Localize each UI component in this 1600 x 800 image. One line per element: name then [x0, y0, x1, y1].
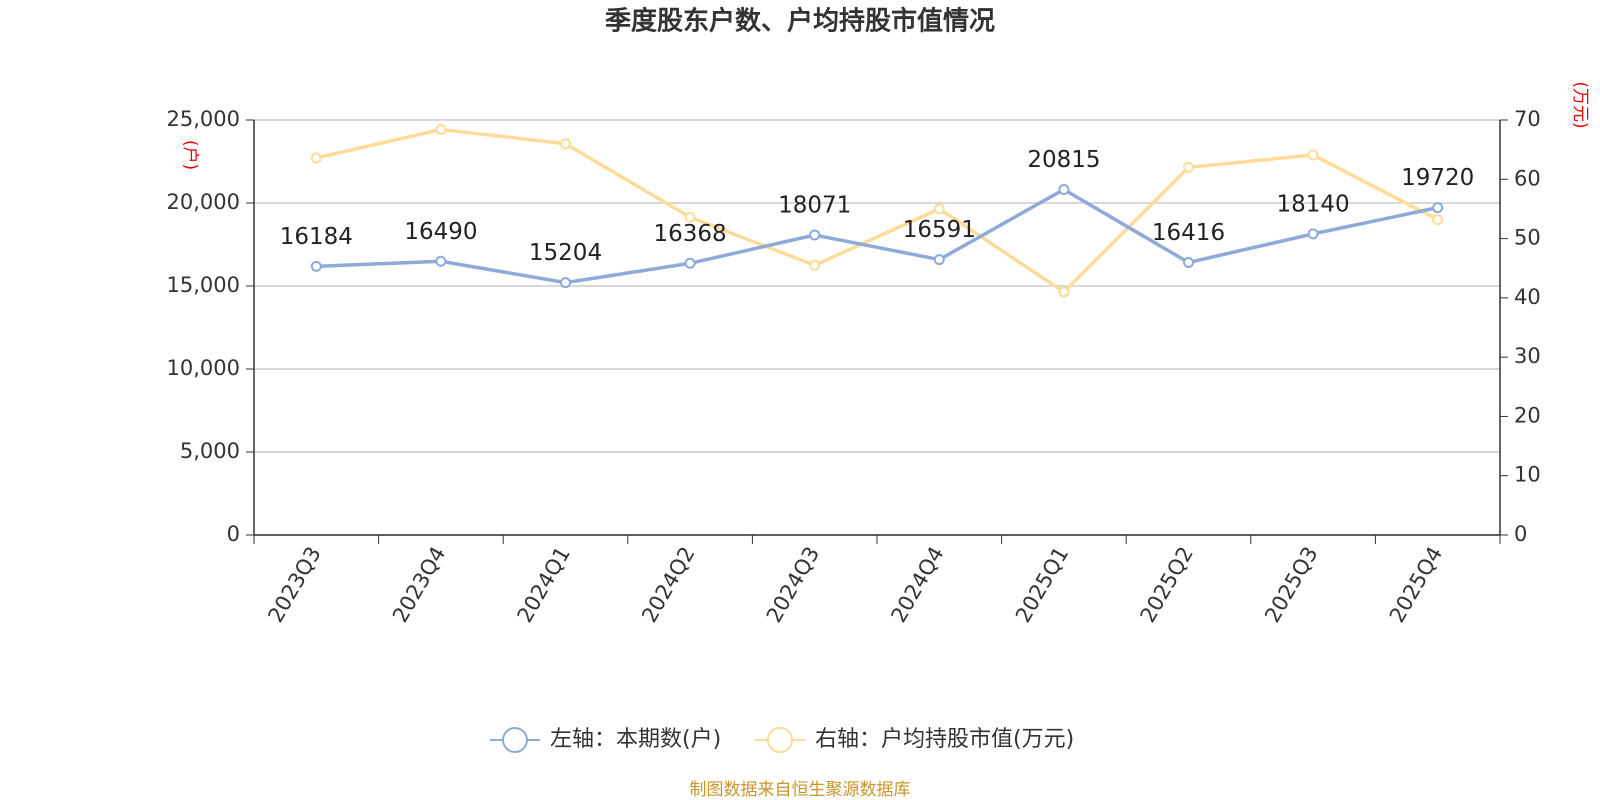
y2-tick-label: 30 — [1514, 344, 1541, 368]
y-axis-label: (户) — [180, 140, 200, 170]
legend-marker — [502, 727, 528, 753]
data-label: 16591 — [903, 217, 976, 243]
data-point — [310, 152, 322, 164]
data-point — [435, 123, 447, 135]
legend-marker — [767, 727, 793, 753]
y-tick-label: 15,000 — [167, 273, 240, 297]
y2-tick-label: 60 — [1514, 166, 1541, 190]
data-label: 16184 — [280, 224, 353, 250]
y-tick-label: 5,000 — [180, 439, 240, 463]
data-point — [933, 203, 945, 215]
data-label: 16416 — [1152, 220, 1225, 246]
data-point — [1183, 256, 1194, 268]
data-point — [684, 211, 696, 223]
y-tick-label: 25,000 — [167, 107, 240, 131]
y2-tick-label: 40 — [1514, 285, 1541, 309]
y-tick-label: 10,000 — [167, 356, 240, 380]
y2-tick-label: 70 — [1514, 107, 1541, 131]
data-label: 18071 — [778, 193, 851, 219]
data-point — [809, 229, 821, 241]
data-label: 18140 — [1277, 191, 1350, 217]
x-tick-label: 2024Q3 — [762, 543, 824, 627]
data-label: 16490 — [404, 219, 477, 245]
y-tick-label: 0 — [227, 522, 240, 546]
data-point — [560, 138, 571, 150]
data-point — [1183, 161, 1194, 173]
data-label: 19720 — [1401, 165, 1474, 191]
series-line — [316, 187, 1439, 285]
x-tick-label: 2025Q3 — [1260, 543, 1322, 627]
x-tick-label: 2023Q4 — [388, 543, 450, 627]
y-tick-label: 20,000 — [167, 190, 240, 214]
x-tick-label: 2024Q4 — [886, 543, 948, 627]
data-point — [1307, 149, 1319, 161]
data-point — [1432, 202, 1444, 214]
data-label: 16368 — [654, 221, 727, 247]
y2-tick-label: 50 — [1514, 226, 1541, 250]
data-point — [933, 254, 945, 266]
data-point — [809, 259, 821, 271]
data-point — [1432, 214, 1444, 226]
data-point — [1307, 228, 1319, 240]
x-tick-label: 2025Q4 — [1385, 543, 1447, 627]
chart-title: 季度股东户数、户均持股市值情况 — [605, 6, 995, 37]
series-line — [315, 127, 1439, 295]
data-label: 15204 — [529, 240, 602, 266]
data-point — [435, 255, 447, 267]
data-point — [1058, 286, 1070, 298]
x-tick-label: 2025Q2 — [1136, 543, 1198, 627]
legend-label: 左轴：本期数(户) — [550, 727, 721, 752]
data-point — [684, 257, 696, 269]
y2-tick-label: 0 — [1514, 522, 1527, 546]
y2-tick-label: 20 — [1514, 403, 1541, 427]
legend-label: 右轴：户均持股市值(万元) — [815, 727, 1074, 752]
data-label: 20815 — [1027, 147, 1100, 173]
y2-tick-label: 10 — [1514, 463, 1541, 487]
data-point — [560, 277, 571, 289]
data-point — [1058, 183, 1070, 195]
y2-axis-label: (万元) — [1570, 81, 1590, 128]
data-point — [310, 260, 322, 272]
x-tick-label: 2025Q1 — [1011, 543, 1073, 627]
source-note: 制图数据来自恒生聚源数据库 — [690, 780, 911, 800]
x-tick-label: 2023Q3 — [263, 543, 325, 627]
x-tick-label: 2024Q2 — [637, 543, 699, 627]
x-tick-label: 2024Q1 — [513, 543, 575, 627]
